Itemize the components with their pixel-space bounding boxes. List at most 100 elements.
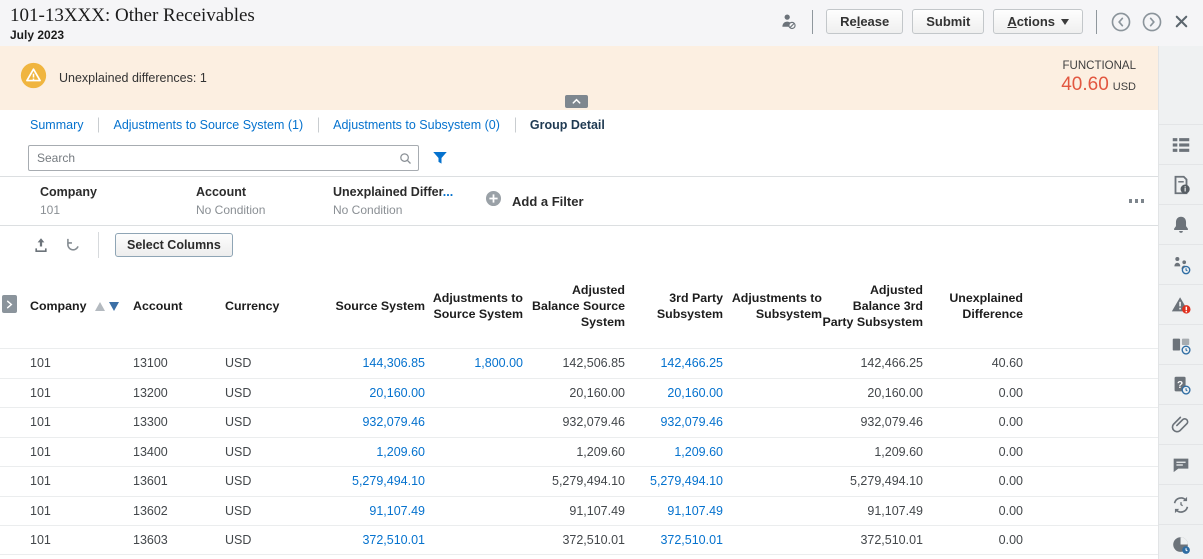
search-icon (398, 151, 413, 171)
table-row[interactable]: 101 13200 USD 20,160.00 20,160.00 20,160.00 20… (0, 377, 1158, 408)
cell-company: 101 (30, 444, 51, 459)
sort-icons[interactable] (95, 301, 120, 311)
cell-account: 13300 (133, 415, 168, 430)
balance-summary-icon[interactable] (1159, 324, 1203, 364)
table-row[interactable]: 101 13400 USD 1,209.60 1,209.60 1,209.60 1,209… (0, 436, 1158, 467)
divider (98, 232, 99, 258)
add-filter-button[interactable]: Add a Filter (484, 189, 584, 213)
cell-third_party[interactable]: 142,466.25 (660, 356, 723, 371)
warnings-icon[interactable] (1159, 284, 1203, 324)
table-row[interactable]: 101 13602 USD 91,107.49 91,107.49 91,107.49 91… (0, 495, 1158, 526)
add-filter-label: Add a Filter (512, 193, 584, 209)
cell-source_system[interactable]: 372,510.01 (362, 532, 425, 547)
cell-currency: USD (225, 474, 252, 489)
attachments-icon[interactable] (1159, 404, 1203, 444)
cell-source_system[interactable]: 144,306.85 (362, 356, 425, 371)
svg-text:i: i (1184, 184, 1186, 193)
column-header-currency[interactable]: Currency (225, 298, 280, 313)
release-button[interactable]: Release (826, 9, 904, 34)
cell-third_party[interactable]: 372,510.01 (660, 532, 723, 547)
cell-currency: USD (225, 385, 252, 400)
cell-adj_bal_source: 20,160.00 (569, 385, 625, 400)
functional-label: FUNCTIONAL (1062, 59, 1136, 72)
select-columns-button[interactable]: Select Columns (115, 233, 233, 257)
column-header-adj_bal_third[interactable]: Adjusted Balance 3rd Party Subsystem (822, 282, 923, 330)
table-row[interactable]: 101 13100 USD 144,306.85 1,800.00 142,506.85 1… (0, 348, 1158, 378)
sort-descending-icon[interactable] (109, 301, 120, 311)
cell-third_party[interactable]: 932,079.46 (660, 415, 723, 430)
user-status-icon[interactable] (778, 11, 799, 32)
reconciliation-info-icon[interactable]: i (1159, 164, 1203, 204)
column-header-account[interactable]: Account (133, 298, 183, 313)
column-header-adj_subsystem[interactable]: Adjustments to Subsystem (731, 290, 822, 321)
tab-summary[interactable]: Summary (30, 118, 84, 132)
tab-group-detail[interactable]: Group Detail (515, 118, 620, 132)
cell-account: 13601 (133, 474, 168, 489)
title-block: 101-13XXX: Other Receivables July 2023 (10, 5, 255, 42)
expand-panel-icon[interactable] (2, 295, 17, 313)
filter-chip-label: Unexplained Differ... (333, 185, 454, 199)
tab-adjustments-to-subsystem-0[interactable]: Adjustments to Subsystem (0) (318, 118, 515, 132)
filter-chip-company[interactable]: Company 101 (40, 185, 196, 217)
cell-adj_source[interactable]: 1,800.00 (474, 356, 523, 371)
filter-chip-unexplained-differ[interactable]: Unexplained Differ... No Condition (333, 185, 472, 217)
table-row[interactable]: 101 13601 USD 5,279,494.10 5,279,494.10 5,279… (0, 466, 1158, 496)
questions-icon[interactable]: ? (1159, 364, 1203, 404)
cell-account: 13400 (133, 444, 168, 459)
workflow-icon[interactable] (1159, 244, 1203, 284)
column-header-unexplained[interactable]: Unexplained Difference (949, 290, 1023, 321)
submit-button[interactable]: Submit (912, 9, 985, 34)
cell-third_party[interactable]: 91,107.49 (667, 503, 723, 518)
more-options-icon[interactable] (1128, 199, 1144, 203)
search-row (0, 140, 1158, 176)
cell-source_system[interactable]: 91,107.49 (369, 503, 425, 518)
filter-chip-account[interactable]: Account No Condition (196, 185, 333, 217)
column-header-company[interactable]: Company (30, 298, 133, 314)
search-input[interactable] (28, 145, 419, 171)
page-title: 101-13XXX: Other Receivables (10, 5, 255, 26)
next-icon[interactable] (1141, 11, 1163, 33)
table-row[interactable]: 101 13603 USD 372,510.01 372,510.01 372,510.0… (0, 525, 1158, 555)
column-header-source_system[interactable]: Source System (335, 298, 425, 313)
collapse-banner-button[interactable] (565, 95, 588, 108)
cell-source_system[interactable]: 20,160.00 (369, 385, 425, 400)
cell-adj_bal_third: 932,079.46 (860, 415, 923, 430)
column-header-third_party[interactable]: 3rd Party Subsystem (656, 290, 723, 321)
filter-row: Company 101 Account No Condition Unexplained… (0, 176, 1158, 226)
cell-source_system[interactable]: 5,279,494.10 (352, 474, 425, 489)
refresh-icon[interactable] (64, 236, 82, 254)
column-header-adj_bal_source[interactable]: Adjusted Balance Source System (532, 282, 625, 330)
topbar-actions: Release Submit Actions (778, 9, 1191, 34)
tab-bar: Summary Adjustments to Source System (1) A… (0, 110, 1158, 140)
cell-unexplained: 0.00 (998, 444, 1023, 459)
cell-source_system[interactable]: 1,209.60 (376, 444, 425, 459)
cell-adj_bal_third: 142,466.25 (860, 356, 923, 371)
cell-unexplained: 0.00 (998, 503, 1023, 518)
alerts-icon[interactable] (1159, 204, 1203, 244)
comments-icon[interactable] (1159, 444, 1203, 484)
column-header-adj_source[interactable]: Adjustments to Source System (432, 290, 523, 321)
transactions-icon[interactable] (1159, 484, 1203, 524)
close-icon[interactable] (1172, 12, 1191, 31)
cell-third_party[interactable]: 1,209.60 (674, 444, 723, 459)
cell-unexplained: 0.00 (998, 415, 1023, 430)
actions-button[interactable]: Actions (993, 9, 1083, 34)
cell-third_party[interactable]: 20,160.00 (667, 385, 723, 400)
cell-adj_bal_third: 5,279,494.10 (850, 474, 923, 489)
export-icon[interactable] (32, 236, 50, 254)
tab-adjustments-to-source-system-1[interactable]: Adjustments to Source System (1) (98, 118, 318, 132)
filter-icon[interactable] (431, 149, 449, 167)
list-view-icon[interactable] (1159, 124, 1203, 164)
sort-ascending-icon[interactable] (95, 301, 106, 311)
cell-third_party[interactable]: 5,279,494.10 (650, 474, 723, 489)
cell-adj_bal_source: 1,209.60 (576, 444, 625, 459)
cell-company: 101 (30, 385, 51, 400)
cell-currency: USD (225, 415, 252, 430)
cell-source_system[interactable]: 932,079.46 (362, 415, 425, 430)
cell-account: 13100 (133, 356, 168, 371)
previous-icon[interactable] (1110, 11, 1132, 33)
prior-reconciliations-icon[interactable] (1159, 524, 1203, 559)
table-row[interactable]: 101 13300 USD 932,079.46 932,079.46 932,079.4… (0, 407, 1158, 437)
warning-icon (20, 62, 47, 94)
